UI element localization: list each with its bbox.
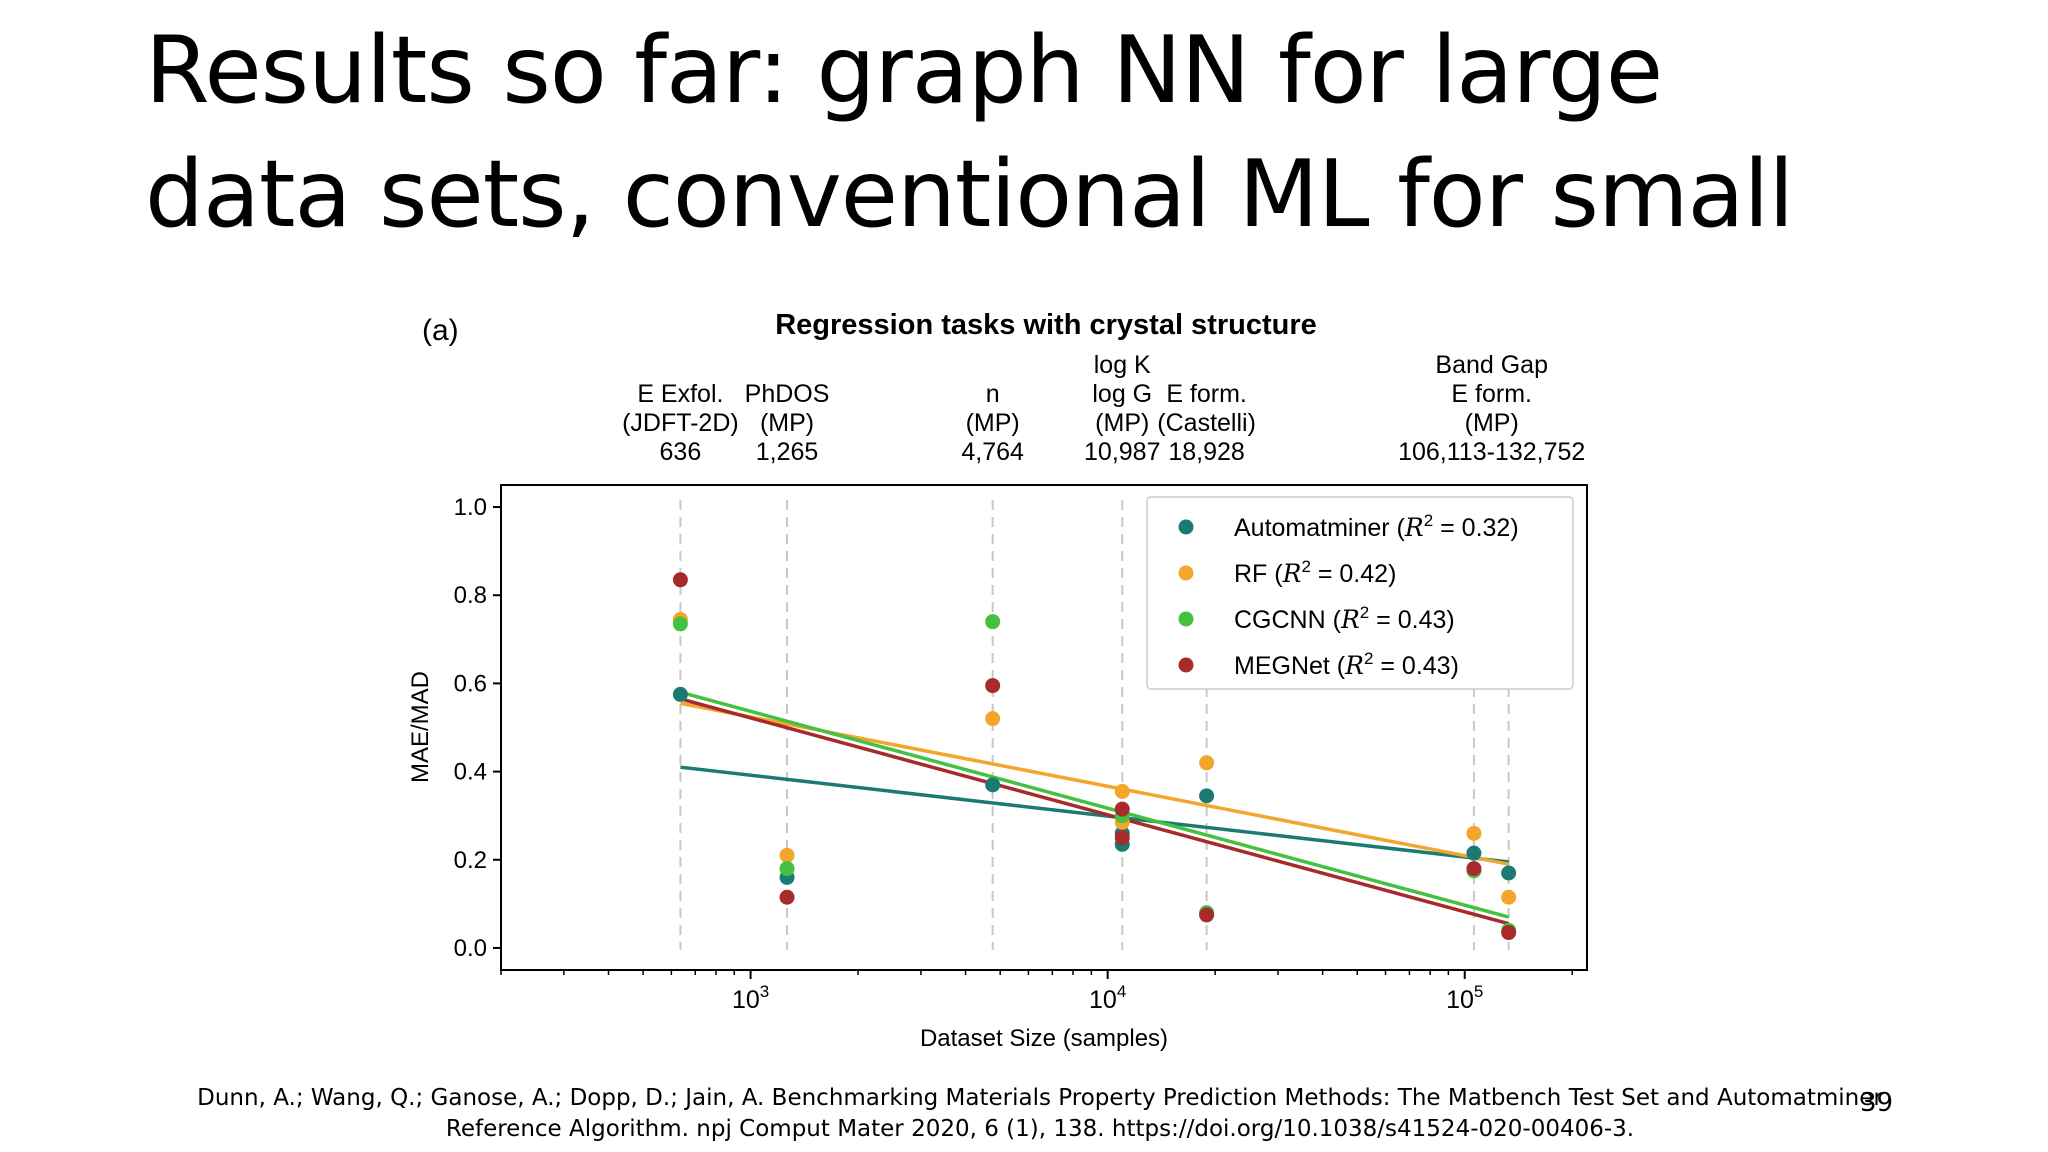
dataset-label: 1,265 bbox=[756, 438, 819, 466]
dataset-label: (MP) bbox=[966, 409, 1020, 437]
data-point bbox=[779, 861, 795, 877]
legend-entry: Automatminer (R2 = 0.32) bbox=[1234, 511, 1519, 542]
dataset-label: (Castelli) bbox=[1157, 409, 1256, 437]
data-point bbox=[1501, 865, 1517, 881]
dataset-label: 4,764 bbox=[961, 438, 1024, 466]
dataset-label: (MP) bbox=[1465, 409, 1519, 437]
dataset-label: E Exfol. bbox=[637, 380, 723, 408]
data-point bbox=[1466, 845, 1482, 861]
y-tick-label: 1.0 bbox=[454, 494, 487, 521]
dataset-labels: E Exfol.(JDFT-2D)636PhDOS(MP)1,265n(MP)4… bbox=[622, 351, 1585, 466]
dataset-label: PhDOS bbox=[745, 380, 830, 408]
slide-title: Results so far: graph NN for large data … bbox=[145, 8, 2025, 256]
data-point bbox=[1114, 830, 1130, 846]
plot-frame bbox=[500, 484, 1588, 971]
y-axis: 0.0 0.2 0.4 0.6 0.8 1.0 bbox=[454, 494, 501, 962]
dataset-label: log G bbox=[1092, 380, 1152, 408]
citation: Dunn, A.; Wang, Q.; Ganose, A.; Dopp, D.… bbox=[150, 1083, 1930, 1145]
dataset-label: (MP) bbox=[1095, 409, 1149, 437]
slide-title-line-2: data sets, conventional ML for small bbox=[145, 140, 1794, 248]
citation-line-2: Reference Algorithm. npj Comput Mater 20… bbox=[445, 1116, 1635, 1142]
data-points bbox=[672, 572, 1517, 941]
legend-box bbox=[1146, 496, 1574, 690]
dataset-label: 10,987 bbox=[1084, 438, 1160, 466]
dataset-label: (JDFT-2D) bbox=[622, 409, 739, 437]
fit-line bbox=[679, 690, 1510, 919]
data-point bbox=[1199, 755, 1215, 771]
data-point bbox=[985, 678, 1001, 694]
dataset-label: (MP) bbox=[760, 409, 814, 437]
slide-title-line-1: Results so far: graph NN for large bbox=[145, 16, 1663, 124]
x-tick-label: 104 bbox=[1089, 982, 1126, 1014]
chart-title: Regression tasks with crystal structure bbox=[775, 309, 1317, 341]
legend-entry: CGCNN (R2 = 0.43) bbox=[1234, 603, 1455, 634]
page-number: 39 bbox=[1860, 1088, 1894, 1118]
data-point bbox=[1501, 889, 1517, 905]
dataset-label: 106,113-132,752 bbox=[1398, 438, 1585, 466]
x-axis: 103 104 105 bbox=[500, 970, 1573, 1014]
y-tick-label: 0.6 bbox=[454, 670, 487, 697]
legend-marker bbox=[1178, 519, 1194, 535]
citation-line-1: Dunn, A.; Wang, Q.; Ganose, A.; Dopp, D.… bbox=[197, 1085, 1883, 1111]
y-tick-label: 0.0 bbox=[454, 935, 487, 962]
data-point bbox=[1501, 925, 1517, 941]
dataset-label: Band Gap bbox=[1435, 351, 1548, 379]
dataset-label: n bbox=[986, 380, 1000, 408]
panel-label: (a) bbox=[422, 314, 459, 347]
data-point bbox=[1199, 907, 1215, 923]
dataset-label: E form. bbox=[1451, 380, 1532, 408]
dataset-label: 18,928 bbox=[1168, 438, 1244, 466]
y-axis-label: MAE/MAD bbox=[407, 671, 434, 783]
y-tick-label: 0.4 bbox=[454, 759, 487, 786]
x-axis-label: Dataset Size (samples) bbox=[920, 1025, 1168, 1052]
data-point bbox=[779, 847, 795, 863]
y-tick-label: 0.8 bbox=[454, 582, 487, 609]
legend-marker bbox=[1178, 657, 1194, 673]
fit-line bbox=[679, 697, 1510, 926]
legend-entry: MEGNet (R2 = 0.43) bbox=[1234, 649, 1459, 680]
legend: Automatminer (R2 = 0.32) RF (R2 = 0.42) CG… bbox=[1146, 496, 1574, 690]
dataset-label: E form. bbox=[1166, 380, 1247, 408]
data-point bbox=[985, 777, 1001, 793]
data-point bbox=[1466, 825, 1482, 841]
data-point bbox=[985, 711, 1001, 727]
data-point bbox=[1114, 801, 1130, 817]
data-point bbox=[1114, 783, 1130, 799]
y-tick-label: 0.2 bbox=[454, 847, 487, 874]
x-tick-label: 105 bbox=[1446, 982, 1483, 1014]
legend-entry: RF (R2 = 0.42) bbox=[1234, 557, 1396, 588]
fit-lines bbox=[679, 690, 1510, 926]
x-tick-label: 103 bbox=[732, 982, 769, 1014]
legend-marker bbox=[1178, 611, 1194, 627]
legend-marker bbox=[1178, 565, 1194, 581]
data-point bbox=[672, 572, 688, 588]
dataset-label: 636 bbox=[660, 438, 702, 466]
data-point bbox=[672, 616, 688, 632]
fit-line bbox=[680, 765, 1509, 864]
data-point bbox=[672, 686, 688, 702]
data-point bbox=[985, 614, 1001, 630]
dataset-label: log K bbox=[1094, 351, 1151, 379]
data-point bbox=[1199, 788, 1215, 804]
data-point bbox=[779, 889, 795, 905]
data-point bbox=[1466, 861, 1482, 877]
